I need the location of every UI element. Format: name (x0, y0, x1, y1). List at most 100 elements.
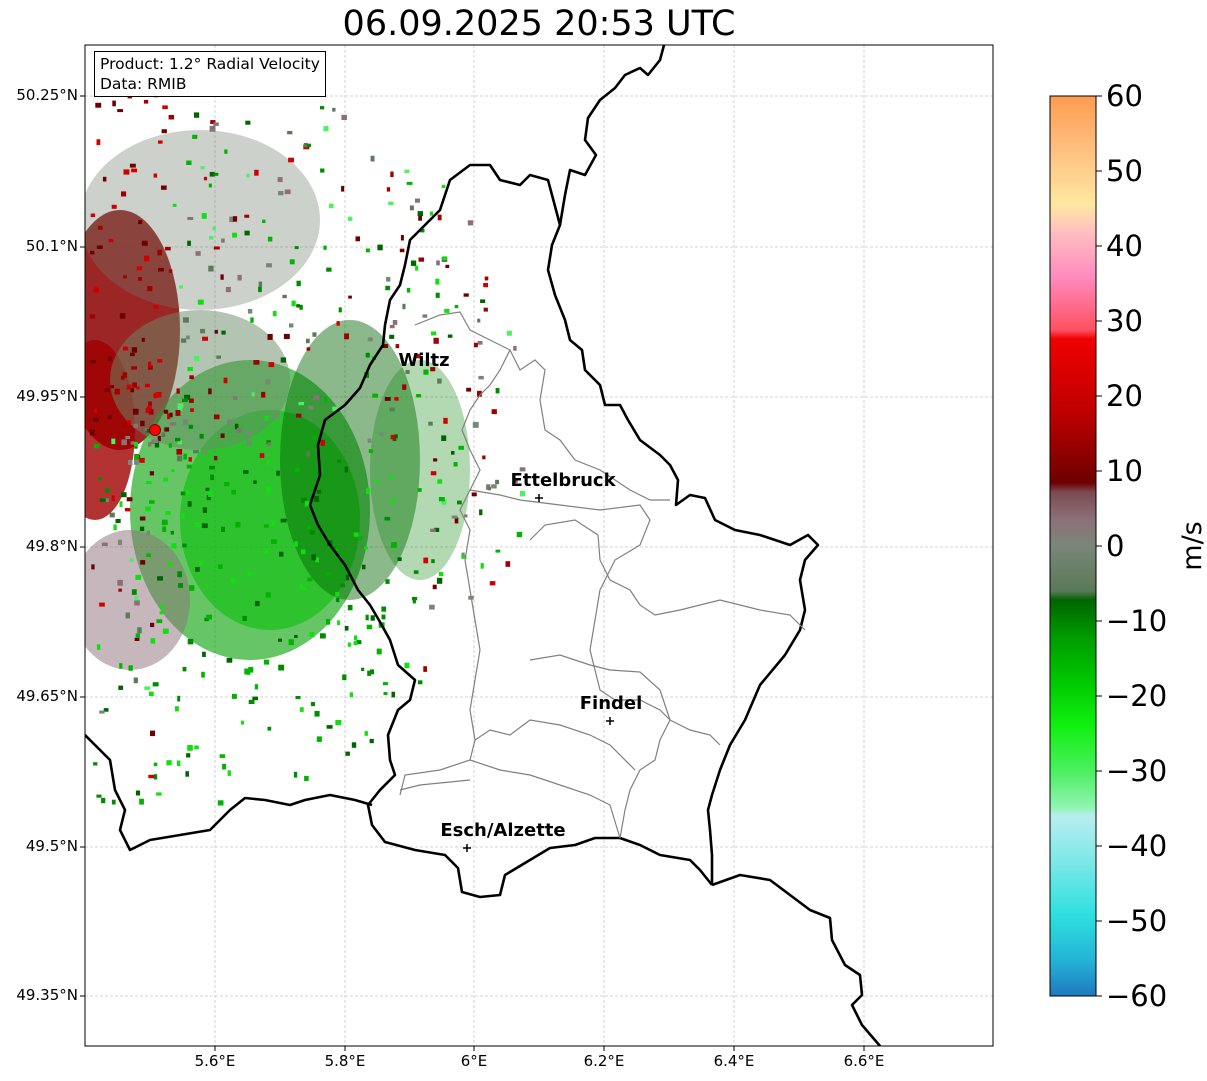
radar-echo-pixel (165, 246, 171, 251)
radar-echo-pixel (117, 579, 123, 586)
radar-echo-pixel (93, 417, 99, 422)
radar-echo-pixel (187, 240, 191, 246)
radar-echo-pixel (354, 635, 358, 641)
radar-echo-pixel (296, 304, 300, 308)
radar-echo-pixel (283, 333, 290, 340)
radar-echo-pixel (268, 362, 275, 368)
radar-echo-pixel (229, 216, 234, 223)
radar-echo-pixel (335, 592, 340, 597)
radar-echo-pixel (129, 163, 136, 168)
radar-echo-pixel (111, 799, 116, 805)
radar-echo-pixel (170, 422, 177, 426)
radar-echo-pixel (418, 215, 422, 221)
radar-echo-pixel (461, 552, 465, 556)
radar-echo-pixel (480, 299, 486, 303)
radar-echo-pixel (96, 139, 101, 146)
radar-echo-pixel (306, 347, 311, 351)
radar-echo-pixel (389, 334, 395, 339)
radar-echo-pixel (112, 100, 116, 107)
radar-echo-pixel (430, 471, 437, 476)
radar-echo-pixel (495, 388, 500, 394)
radar-echo-pixel (399, 248, 405, 253)
radar-echo-pixel (304, 776, 309, 782)
radar-echo-pixel (146, 553, 151, 557)
radar-echo-pixel (478, 375, 484, 380)
radar-echo-pixel (244, 230, 250, 236)
radar-echo-pixel (259, 453, 265, 458)
radar-echo-pixel (367, 438, 372, 443)
radar-echo-pixel (186, 464, 192, 469)
radar-echo-pixel (122, 346, 129, 351)
radar-echo-pixel (162, 105, 168, 110)
radar-echo-pixel (133, 677, 138, 684)
radar-echo-pixel (111, 204, 117, 209)
radar-echo-pixel (400, 235, 404, 241)
radar-echo-pixel (301, 549, 306, 555)
radar-echo-pixel (443, 417, 448, 424)
radar-echo-pixel (253, 360, 260, 365)
radar-echo-pixel (266, 440, 271, 445)
radar-echo-pixel (210, 120, 216, 124)
radar-echo-pixel (156, 619, 163, 624)
lon-label: 6°E (460, 1052, 488, 1070)
radar-echo-pixel (223, 377, 228, 384)
radar-echo-pixel (183, 317, 189, 323)
radar-echo-pixel (250, 317, 254, 323)
radar-echo-pixel (171, 469, 175, 473)
radar-echo-pixel (437, 378, 442, 384)
radar-echo-pixel (105, 488, 110, 493)
radar-echo-pixel (519, 467, 526, 472)
radar-echo-pixel (148, 441, 152, 447)
radar-echo-pixel (176, 455, 183, 462)
radar-echo-pixel (195, 251, 201, 256)
radar-echo-pixel (345, 751, 350, 756)
radar-echo-pixel (243, 470, 249, 474)
radar-echo-pixel (139, 526, 145, 531)
radar-echo-pixel (294, 634, 298, 638)
radar-echo-pixel (200, 166, 205, 170)
radar-echo-pixel (457, 500, 462, 505)
radar-echo-pixel (314, 711, 320, 717)
radar-echo-pixel (404, 662, 410, 669)
radar-echo-pixel (271, 520, 275, 527)
colorbar-tick-label: −60 (1106, 979, 1168, 1013)
radar-echo-pixel (95, 102, 102, 108)
radar-echo-pixel (131, 589, 137, 595)
radar-echo-pixel (212, 226, 216, 231)
radar-echo-pixel (416, 394, 421, 398)
radar-echo-pixel (335, 720, 342, 726)
radar-echo-pixel (405, 370, 410, 374)
radar-echo-pixel (193, 450, 199, 454)
radar-echo-pixel (390, 171, 394, 178)
radar-echo-pixel (210, 474, 214, 481)
radar-echo-pixel (280, 357, 286, 363)
radar-echo-pixel (146, 428, 151, 433)
radar-echo-pixel (138, 220, 143, 225)
radar-echo-pixel (153, 173, 158, 178)
radar-echo-pixel (189, 398, 194, 403)
radar-echo-pixel (377, 244, 383, 251)
radar-echo-pixel (294, 541, 298, 547)
radar-echo-pixel (96, 644, 101, 650)
radar-echo-pixel (477, 341, 483, 345)
radar-echo-pixel (187, 745, 193, 751)
radar-echo-pixel (161, 432, 166, 438)
radar-echo-pixel (453, 462, 458, 467)
colorbar-tick-label: −50 (1106, 904, 1168, 938)
radar-echo-pixel (132, 382, 137, 388)
radar-echo-pixel (381, 614, 386, 620)
radar-echo-pixel (513, 345, 517, 351)
radar-echo-pixel (114, 388, 120, 395)
radar-echo-pixel (385, 285, 390, 291)
radar-echo-pixel (418, 257, 424, 262)
radar-echo-pixel (134, 453, 140, 460)
radar-echo-pixel (386, 276, 391, 282)
radar-echo-pixel (144, 255, 150, 262)
radar-echo-pixel (390, 434, 396, 440)
radar-echo-pixel (410, 260, 417, 266)
radar-echo-pixel (121, 492, 127, 498)
radar-echo-pixel (375, 480, 379, 484)
radar-echo-pixel (366, 248, 370, 253)
radar-echo-pixel (417, 211, 423, 217)
radar-echo-pixel (391, 542, 397, 548)
